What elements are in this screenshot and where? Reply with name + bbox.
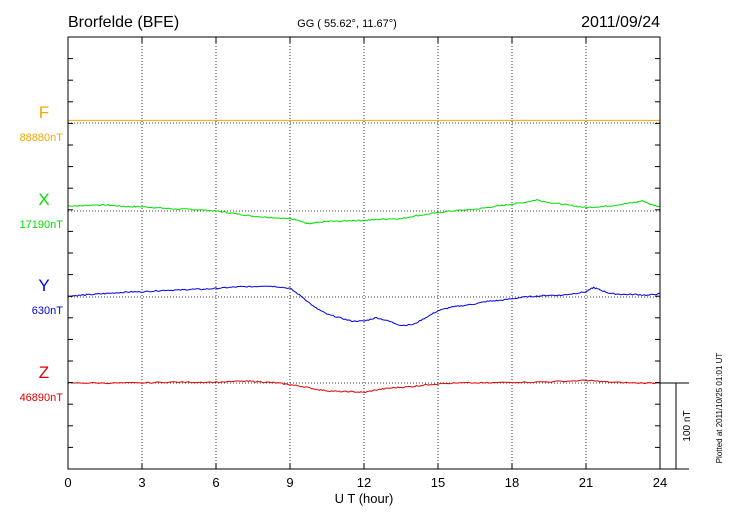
series-name-label: Y bbox=[38, 276, 49, 295]
series-baseline-value: 88880nT bbox=[20, 132, 64, 144]
data-series bbox=[67, 119, 661, 394]
series-baseline-value: 630nT bbox=[32, 305, 63, 317]
grid-lines bbox=[141, 37, 587, 469]
series-name-label: F bbox=[39, 103, 49, 122]
x-tick-label: 3 bbox=[138, 475, 145, 490]
chart-date: 2011/09/24 bbox=[581, 14, 660, 31]
scale-bar: 100 nT bbox=[660, 382, 693, 470]
x-tick-label: 24 bbox=[653, 475, 667, 490]
axis-ticks: 0 3 6 9 12 15 18 21 24 bbox=[64, 36, 667, 490]
x-tick-label: 15 bbox=[431, 475, 445, 490]
chart-title: Brorfelde (BFE) bbox=[68, 14, 179, 31]
x-tick-label: 0 bbox=[64, 475, 71, 490]
series-line-z bbox=[68, 379, 661, 394]
series-line-y bbox=[67, 285, 661, 327]
x-tick-label: 12 bbox=[357, 475, 371, 490]
x-tick-label: 6 bbox=[212, 475, 219, 490]
series-line-x bbox=[67, 199, 661, 225]
series-name-label: Z bbox=[39, 363, 49, 382]
x-tick-label: 18 bbox=[505, 475, 519, 490]
x-tick-label: 9 bbox=[286, 475, 293, 490]
plotted-footnote: Plotted at 2011/10/25 01:01 UT bbox=[715, 353, 724, 464]
x-tick-label: 21 bbox=[579, 475, 593, 490]
x-axis-label: U T (hour) bbox=[335, 491, 394, 506]
series-labels: F 88880nT X 17190nT Y 630nT Z 46890nT bbox=[20, 103, 64, 404]
series-baseline-value: 17190nT bbox=[20, 219, 64, 231]
chart-subtitle: GG ( 55.62°, 11.67°) bbox=[297, 18, 397, 30]
series-name-label: X bbox=[38, 190, 49, 209]
series-baseline-value: 46890nT bbox=[20, 392, 64, 404]
scale-bar-label: 100 nT bbox=[682, 410, 693, 441]
